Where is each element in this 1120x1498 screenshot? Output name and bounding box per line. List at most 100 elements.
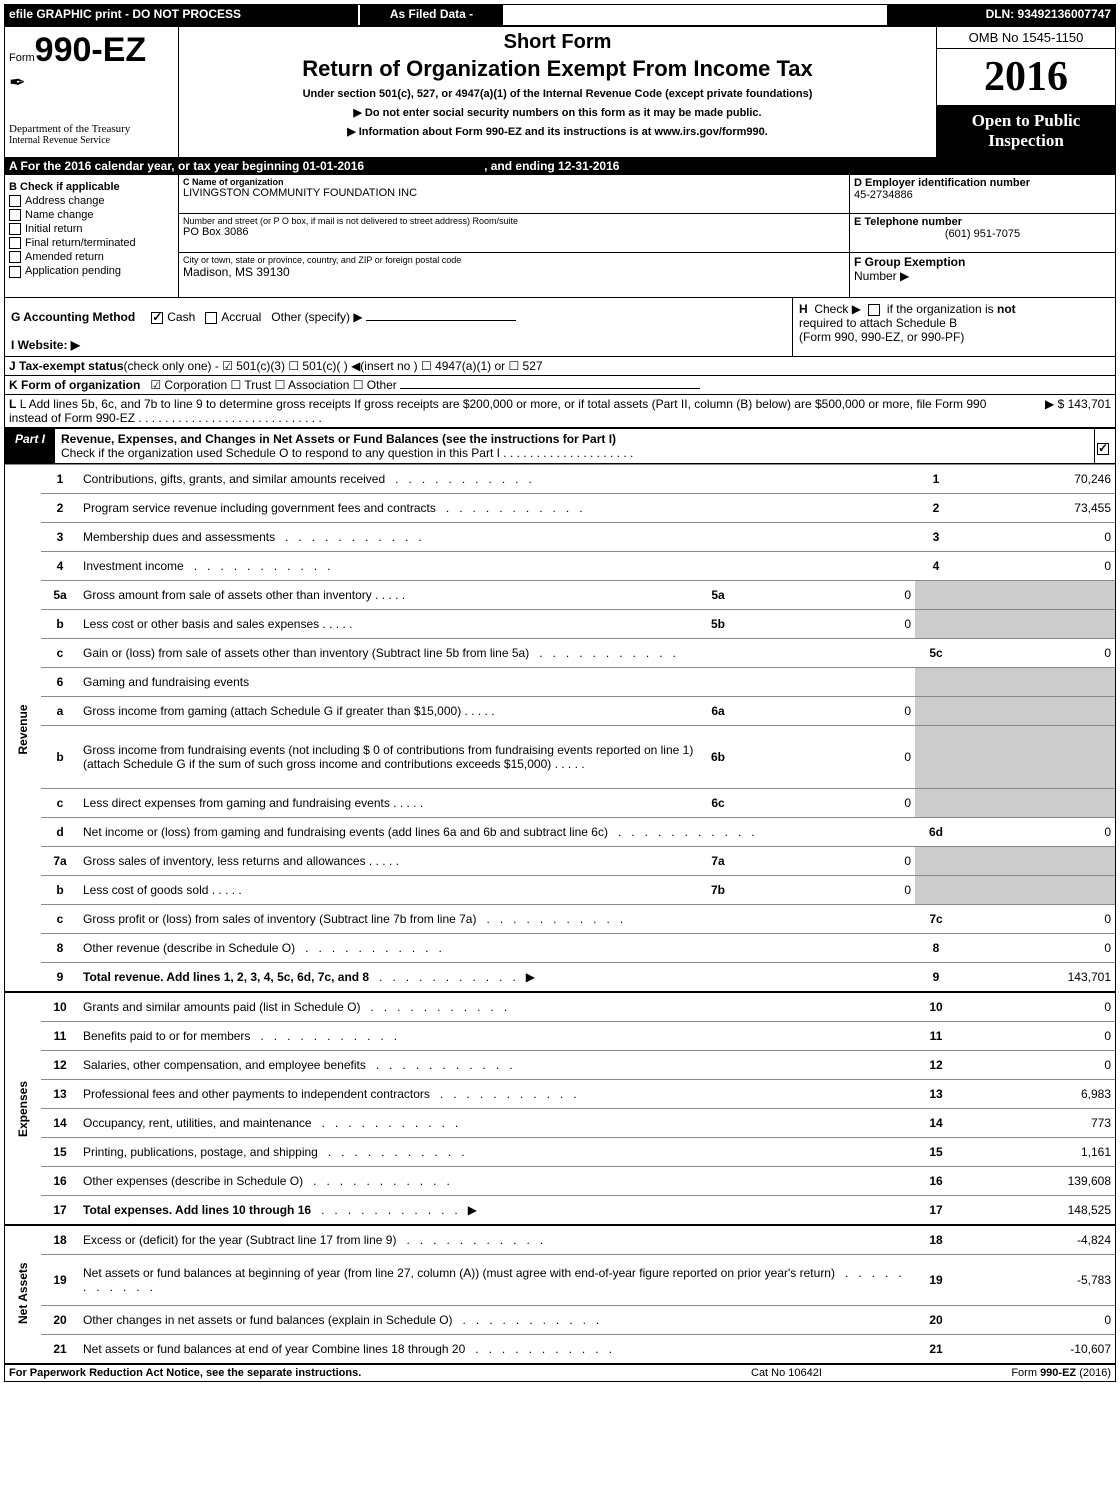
entity-block: B Check if applicable Address change Nam…	[5, 175, 1115, 297]
line-row: bGross income from fundraising events (n…	[5, 726, 1115, 789]
chk-name[interactable]	[9, 209, 21, 221]
entity-right: D Employer identification number 45-2734…	[849, 175, 1115, 297]
line-row: 3Membership dues and assessments . . . .…	[5, 523, 1115, 552]
d-label: D Employer identification number	[854, 177, 1111, 189]
line-desc: Occupancy, rent, utilities, and maintena…	[79, 1109, 915, 1138]
street-label: Number and street (or P O box, if mail i…	[183, 216, 845, 226]
dept1: Department of the Treasury	[9, 123, 174, 135]
main-title: Return of Organization Exempt From Incom…	[185, 56, 930, 82]
k-rest: ☑ Corporation ☐ Trust ☐ Association ☐ Ot…	[150, 378, 396, 392]
sectA-end: , and ending 12-31-2016	[484, 159, 619, 173]
section-a: A For the 2016 calendar year, or tax yea…	[5, 157, 1115, 175]
line-ref: 2	[915, 494, 957, 523]
chk-pending[interactable]	[9, 266, 21, 278]
line-number: 7a	[41, 847, 79, 876]
line-number: d	[41, 818, 79, 847]
line-desc: Less direct expenses from gaming and fun…	[79, 789, 699, 818]
row-l: L L Add lines 5b, 6c, and 7b to line 9 t…	[5, 394, 1115, 427]
line-val: 773	[957, 1109, 1115, 1138]
section-h: H Check ▶ if the organization is not req…	[792, 298, 1115, 356]
row-k: K Form of organization ☑ Corporation ☐ T…	[5, 375, 1115, 394]
k-label: K Form of organization	[9, 378, 140, 392]
line-row: 13Professional fees and other payments t…	[5, 1080, 1115, 1109]
topbar-right: DLN: 93492136007747	[887, 5, 1115, 25]
line-row: aGross income from gaming (attach Schedu…	[5, 697, 1115, 726]
city-val: Madison, MS 39130	[183, 265, 845, 279]
line-ref: 20	[915, 1306, 957, 1335]
chk-address[interactable]	[9, 195, 21, 207]
part1-table: Revenue1Contributions, gifts, grants, an…	[5, 464, 1115, 1363]
line-ref: 7c	[915, 905, 957, 934]
line-number: 11	[41, 1022, 79, 1051]
line-number: 10	[41, 992, 79, 1022]
chk-accrual[interactable]	[205, 312, 217, 324]
f-label2: Number ▶	[854, 269, 909, 283]
line-desc: Printing, publications, postage, and shi…	[79, 1138, 915, 1167]
line-row: cGross profit or (loss) from sales of in…	[5, 905, 1115, 934]
line-desc: Total revenue. Add lines 1, 2, 3, 4, 5c,…	[79, 963, 915, 993]
line-number: b	[41, 610, 79, 639]
line-desc: Grants and similar amounts paid (list in…	[79, 992, 915, 1022]
sub-ref: 6c	[699, 789, 737, 818]
b-label: B Check if applicable	[9, 181, 174, 193]
line-number: 13	[41, 1080, 79, 1109]
line-row: 4Investment income . . . . . . . . . . .…	[5, 552, 1115, 581]
line-ref: 18	[915, 1225, 957, 1255]
l-amount: ▶ $ 143,701	[1001, 397, 1111, 425]
line-val: 6,983	[957, 1080, 1115, 1109]
chk-cash[interactable]	[151, 312, 163, 324]
line-desc: Gross income from gaming (attach Schedul…	[79, 697, 699, 726]
form-990ez: efile GRAPHIC print - DO NOT PROCESS As …	[4, 4, 1116, 1382]
line-val: -5,783	[957, 1255, 1115, 1306]
chk-part1[interactable]	[1097, 443, 1109, 455]
line-number: 15	[41, 1138, 79, 1167]
sub1: Under section 501(c), 527, or 4947(a)(1)…	[185, 88, 930, 100]
line-val: 0	[957, 1306, 1115, 1335]
footer-mid: Cat No 10642I	[751, 1367, 951, 1379]
line-ref: 1	[915, 465, 957, 494]
line-val	[957, 726, 1115, 789]
line-number: 6	[41, 668, 79, 697]
line-ref: 5c	[915, 639, 957, 668]
line-number: b	[41, 726, 79, 789]
line-number: 5a	[41, 581, 79, 610]
line-number: 20	[41, 1306, 79, 1335]
entity-mid: C Name of organization LIVINGSTON COMMUN…	[179, 175, 849, 297]
sub-val: 0	[737, 726, 915, 789]
sub-ref: 6a	[699, 697, 737, 726]
line-row: cGain or (loss) from sale of assets othe…	[5, 639, 1115, 668]
line-desc: Gain or (loss) from sale of assets other…	[79, 639, 915, 668]
j-rest: (check only one) - ☑ 501(c)(3) ☐ 501(c)(…	[124, 359, 543, 373]
line-val: 0	[957, 818, 1115, 847]
line-val: 0	[957, 934, 1115, 963]
line-ref: 10	[915, 992, 957, 1022]
line-row: 2Program service revenue including gover…	[5, 494, 1115, 523]
line-val: 143,701	[957, 963, 1115, 993]
line-ref	[915, 847, 957, 876]
line-val	[957, 876, 1115, 905]
line-desc: Benefits paid to or for members . . . . …	[79, 1022, 915, 1051]
h-text2: required to attach Schedule B	[799, 316, 1109, 330]
chk-h[interactable]	[868, 304, 880, 316]
section-label: Net Assets	[5, 1225, 41, 1363]
line-number: c	[41, 905, 79, 934]
line-row: Expenses10Grants and similar amounts pai…	[5, 992, 1115, 1022]
chk-amended[interactable]	[9, 251, 21, 263]
e-label: E Telephone number	[854, 216, 1111, 228]
chk-initial[interactable]	[9, 223, 21, 235]
c-label: C Name of organization	[183, 177, 845, 187]
line-desc: Total expenses. Add lines 10 through 16 …	[79, 1196, 915, 1226]
line-desc: Net assets or fund balances at beginning…	[79, 1255, 915, 1306]
sub-ref: 7b	[699, 876, 737, 905]
line-val	[957, 581, 1115, 610]
c-val: LIVINGSTON COMMUNITY FOUNDATION INC	[183, 187, 845, 199]
line-desc: Membership dues and assessments . . . . …	[79, 523, 915, 552]
line-number: 12	[41, 1051, 79, 1080]
line-desc: Less cost or other basis and sales expen…	[79, 610, 699, 639]
sub3: ▶ Information about Form 990-EZ and its …	[185, 125, 930, 138]
line-ref	[915, 876, 957, 905]
open2: Inspection	[939, 131, 1113, 151]
line-desc: Investment income . . . . . . . . . . .	[79, 552, 915, 581]
chk-final[interactable]	[9, 237, 21, 249]
line-desc: Other changes in net assets or fund bala…	[79, 1306, 915, 1335]
